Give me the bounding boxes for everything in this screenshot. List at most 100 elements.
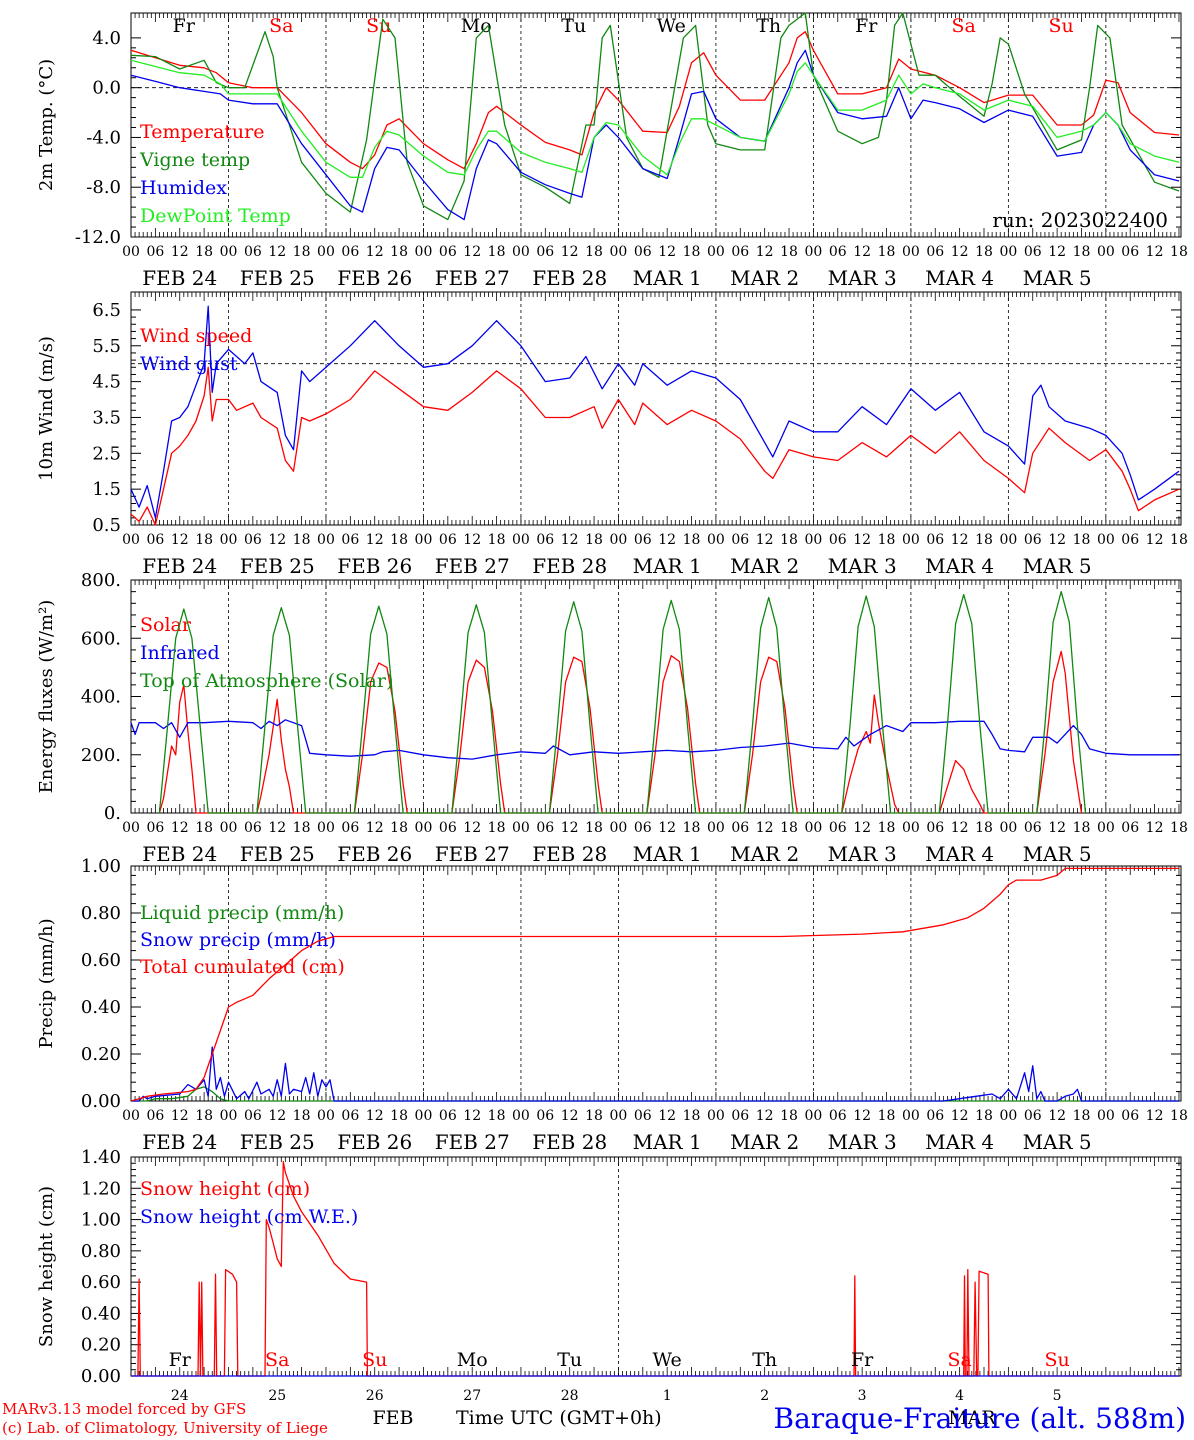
x-hour-label: 00 (415, 820, 433, 836)
x-hour-label: 06 (244, 532, 262, 548)
x-hour-label: 12 (268, 1108, 286, 1124)
x-date-label: FEB 27 (435, 266, 510, 290)
x-hour-label: 12 (1146, 820, 1164, 836)
x-hour-label: 06 (1121, 1108, 1139, 1124)
day-number-label: 3 (858, 1388, 867, 1404)
x-hour-label: 00 (610, 820, 628, 836)
x-date-label: MAR 3 (828, 842, 897, 866)
x-hour-label: 18 (780, 820, 798, 836)
x-hour-label: 12 (268, 820, 286, 836)
x-hour-label: 06 (1024, 532, 1042, 548)
panels: 4.00.0-4.0-8.0-12.02m Temp. (°C)00 06 12 18… (36, 12, 1188, 1404)
series-line (130, 867, 1179, 1102)
x-hour-label: 00 (512, 532, 530, 548)
x-hour-label: 06 (536, 820, 554, 836)
x-hour-label: 00 (999, 532, 1017, 548)
legend-entry: Vigne temp (139, 149, 250, 171)
x-hour-label: 06 (926, 1108, 944, 1124)
x-hour-label: 18 (683, 820, 701, 836)
x-hour-label: 06 (439, 820, 457, 836)
y-axis-label: 10m Wind (m/s) (36, 336, 57, 481)
x-hour-label: 00 (1097, 820, 1115, 836)
x-hour-label: 12 (853, 244, 871, 260)
x-hour-label: 00 (1097, 244, 1115, 260)
x-hour-label: 00 (707, 1108, 725, 1124)
series-line (130, 59, 1180, 178)
day-number-label: 27 (463, 1388, 481, 1404)
day-of-week-label: Fr (851, 1349, 874, 1371)
y-tick-label: 2.5 (92, 443, 121, 464)
x-hour-label: 18 (585, 820, 603, 836)
y-tick-label: 600. (81, 628, 121, 649)
day-of-week-label: Sa (269, 15, 293, 37)
x-hour-label: 12 (171, 820, 189, 836)
x-hour-label: 18 (683, 244, 701, 260)
day-of-week-label: Su (1049, 15, 1074, 37)
x-hour-label: 18 (293, 244, 311, 260)
panel-4: 1.00 0.80 0.60 0.40 0.20 0.00 Precip (mm/h) 00 0… (36, 856, 1188, 1154)
x-date-label: MAR 1 (633, 266, 702, 290)
x-hour-label: 06 (341, 244, 359, 260)
y-tick-label: 0.20 (81, 1044, 121, 1065)
x-hour-label: 06 (341, 1108, 359, 1124)
x-hour-label: 06 (829, 244, 847, 260)
x-hour-label: 12 (951, 244, 969, 260)
x-hour-label: 12 (658, 1108, 676, 1124)
day-of-week-label: We (657, 15, 686, 37)
x-hour-label: 12 (951, 532, 969, 548)
x-hour-label: 18 (390, 244, 408, 260)
x-hour-label: 18 (390, 820, 408, 836)
y-axis-label: Energy fluxes (W/m²) (36, 600, 57, 794)
credit-line-2: (c) Lab. of Climatology, University of L… (2, 1419, 328, 1437)
x-date-label: MAR 5 (1023, 266, 1092, 290)
plot-frame (130, 12, 1182, 238)
x-date-label: FEB 28 (532, 266, 607, 290)
legend-entry: Snow height (cm) (140, 1178, 310, 1200)
x-hour-label: 00 (122, 244, 140, 260)
x-date-label: MAR 1 (633, 554, 702, 578)
y-tick-label: 0. (104, 803, 121, 824)
x-hour-label: 00 (512, 1108, 530, 1124)
y-tick-label: 0.00 (81, 1366, 121, 1387)
day-of-week-label: Th (752, 1349, 777, 1371)
panel-2: 6.5 5.5 4.5 3.5 2.5 1.5 0.5 10m Wind (m/s) 00 06 1… (36, 291, 1188, 578)
y-axis-label: Snow height (cm) (36, 1186, 57, 1347)
x-date-label: FEB 24 (142, 1130, 217, 1154)
day-number-label: 26 (366, 1388, 384, 1404)
x-hour-label: 18 (390, 532, 408, 548)
x-hour-label: 12 (366, 820, 384, 836)
x-hour-label: 12 (463, 244, 481, 260)
x-hour-label: 12 (756, 1108, 774, 1124)
x-hour-label: 06 (1024, 820, 1042, 836)
x-hour-label: 12 (268, 244, 286, 260)
run-label: run: 2023022400 (992, 208, 1168, 232)
x-date-label: MAR 5 (1023, 842, 1092, 866)
day-of-week-label: Tu (561, 15, 586, 37)
x-hour-label: 18 (683, 1108, 701, 1124)
x-hour-label: 06 (536, 532, 554, 548)
x-hour-label: 06 (244, 244, 262, 260)
x-hour-label: 18 (488, 532, 506, 548)
x-hour-label: 00 (999, 244, 1017, 260)
x-hour-label: 18 (195, 532, 213, 548)
x-hour-label: 12 (1048, 532, 1066, 548)
x-hour-label: 06 (926, 532, 944, 548)
y-tick-label: 3.5 (92, 407, 121, 428)
y-tick-label: 1.00 (81, 856, 121, 877)
series-line (130, 12, 1180, 221)
day-of-week-label: Th (756, 15, 781, 37)
x-hour-label: 06 (146, 532, 164, 548)
x-hour-label: 00 (804, 244, 822, 260)
x-date-label: MAR 3 (828, 554, 897, 578)
x-hour-label: 18 (585, 532, 603, 548)
x-hour-label: 18 (293, 532, 311, 548)
x-hour-label: 18 (878, 244, 896, 260)
day-of-week-label: Sa (265, 1349, 289, 1371)
x-date-label: MAR 5 (1023, 1130, 1092, 1154)
x-hour-label: 18 (975, 820, 993, 836)
x-date-label: FEB 25 (240, 1130, 315, 1154)
x-hour-label: 00 (999, 820, 1017, 836)
plot-frame (130, 579, 1182, 814)
y-tick-label: 1.00 (81, 1210, 121, 1231)
x-hour-label: 06 (244, 820, 262, 836)
